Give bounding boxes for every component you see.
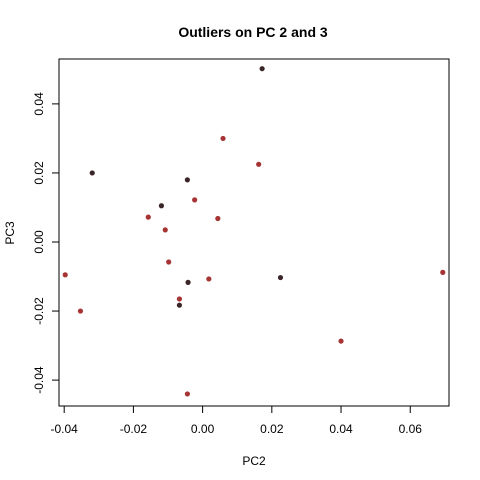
data-point <box>259 66 265 72</box>
data-point <box>176 296 183 302</box>
data-point <box>145 214 151 220</box>
y-axis-label: PC3 <box>3 221 17 245</box>
data-point <box>185 279 191 285</box>
x-tick-label: -0.02 <box>120 422 148 436</box>
data-point <box>206 276 212 282</box>
y-tick-label: 0.02 <box>32 161 46 185</box>
data-point <box>277 274 284 281</box>
x-axis-label: PC2 <box>242 454 266 468</box>
x-tick-label: 0.04 <box>329 422 353 436</box>
y-tick-label: 0.00 <box>32 230 46 254</box>
data-point <box>184 177 190 183</box>
data-point <box>89 170 95 176</box>
data-point <box>440 269 446 275</box>
data-point <box>215 215 221 222</box>
y-axis: -0.04 -0.02 0.00 0.02 0.04 <box>32 92 60 394</box>
x-tick-label: -0.04 <box>51 422 79 436</box>
y-tick-label: -0.02 <box>32 297 46 325</box>
data-point <box>220 135 226 142</box>
data-point <box>162 227 168 233</box>
data-point <box>184 391 190 397</box>
x-axis: -0.04 -0.02 0.00 0.02 0.04 0.06 <box>51 405 423 436</box>
data-point <box>256 161 262 167</box>
data-point <box>192 197 198 203</box>
data-point <box>77 308 84 314</box>
data-points <box>62 66 446 397</box>
x-tick-label: 0.02 <box>260 422 284 436</box>
data-point <box>158 203 165 209</box>
x-tick-label: 0.00 <box>191 422 215 436</box>
y-tick-label: 0.04 <box>32 92 46 116</box>
data-point <box>62 272 68 278</box>
chart-title: Outliers on PC 2 and 3 <box>178 24 328 40</box>
data-point <box>176 302 183 308</box>
plot-area <box>58 58 450 407</box>
data-point <box>338 338 344 344</box>
y-tick-label: -0.04 <box>32 366 46 394</box>
data-point <box>166 259 172 265</box>
x-tick-label: 0.06 <box>399 422 423 436</box>
